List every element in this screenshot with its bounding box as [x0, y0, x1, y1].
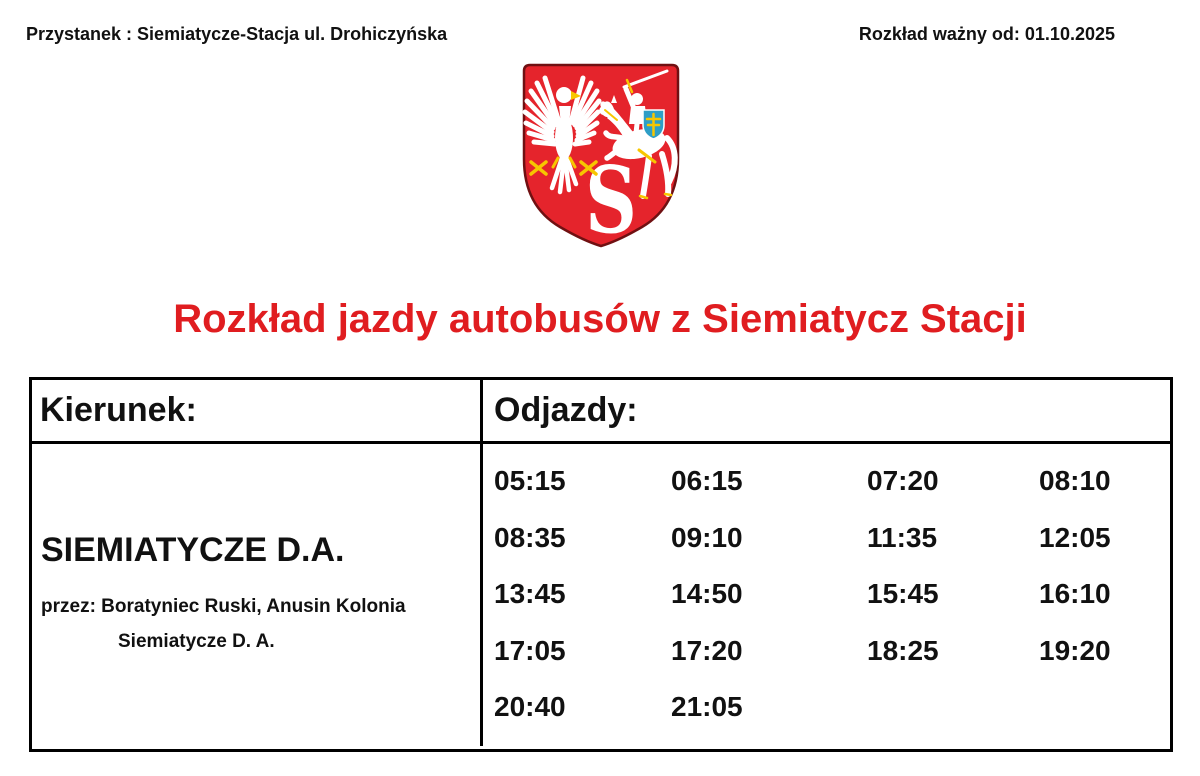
- gold-batons: [529, 160, 598, 176]
- departure-time: 12:05: [1039, 521, 1111, 553]
- departure-time: 11:35: [867, 521, 938, 553]
- departure-time: 17:20: [671, 634, 743, 666]
- departure-time: 19:20: [1039, 634, 1111, 666]
- departure-time: 16:10: [1039, 578, 1111, 610]
- departure-time: 13:45: [494, 578, 566, 610]
- valid-from-label: Rozkład ważny od: 01.10.2025: [858, 24, 1115, 44]
- coat-of-arms-graphic: S: [522, 63, 680, 254]
- departures-cell: 05:15 06:15 07:20 08:10 08:35 09:10 11:35 12:05…: [483, 444, 1170, 746]
- via-stops-line1: przez: Boratyniec Ruski, Anusin Kolonia: [41, 596, 406, 617]
- eagle-beak: [571, 91, 581, 100]
- coat-of-arms: S: [519, 62, 683, 254]
- destination-name: SIEMIATYCZE D.A.: [41, 531, 345, 569]
- timetable-header-row: Kierunek: Odjazdy:: [32, 380, 1170, 444]
- departure-time: 21:05: [671, 691, 743, 723]
- times-grid: 05:15 06:15 07:20 08:10 08:35 09:10 11:35 12:05…: [483, 453, 1170, 736]
- stop-name-label: Przystanek : Siemiatycze-Stacja ul. Droh…: [26, 24, 448, 44]
- page-title: Rozkład jazdy autobusów z Siemiatycz Sta…: [173, 297, 1027, 341]
- sword: [622, 69, 669, 89]
- departure-time: 14:50: [671, 578, 743, 610]
- via-stops-line2: Siemiatycze D. A.: [118, 631, 275, 652]
- departure-time: 08:35: [494, 521, 566, 553]
- departure-time: 07:20: [867, 465, 939, 497]
- departure-time: 17:05: [494, 634, 566, 666]
- departure-time: 18:25: [867, 634, 939, 666]
- direction-column-header: Kierunek:: [32, 380, 483, 441]
- timetable-body-row: SIEMIATYCZE D.A. przez: Boratyniec Ruski…: [32, 444, 1170, 746]
- departure-time: 06:15: [671, 465, 743, 497]
- knight-icon: [599, 69, 678, 200]
- departure-time: 15:45: [867, 578, 939, 610]
- knight-shield: [642, 109, 665, 140]
- departures-column-header: Odjazdy:: [494, 391, 638, 429]
- direction-cell: SIEMIATYCZE D.A. przez: Boratyniec Ruski…: [32, 444, 483, 746]
- departure-time: 09:10: [671, 521, 743, 553]
- departure-time: 08:10: [1039, 465, 1111, 497]
- departure-time: 05:15: [494, 465, 566, 497]
- departure-time: 20:40: [494, 691, 566, 723]
- eagle-icon: [522, 75, 602, 195]
- timetable: Kierunek: Odjazdy: SIEMIATYCZE D.A. prze…: [29, 377, 1173, 752]
